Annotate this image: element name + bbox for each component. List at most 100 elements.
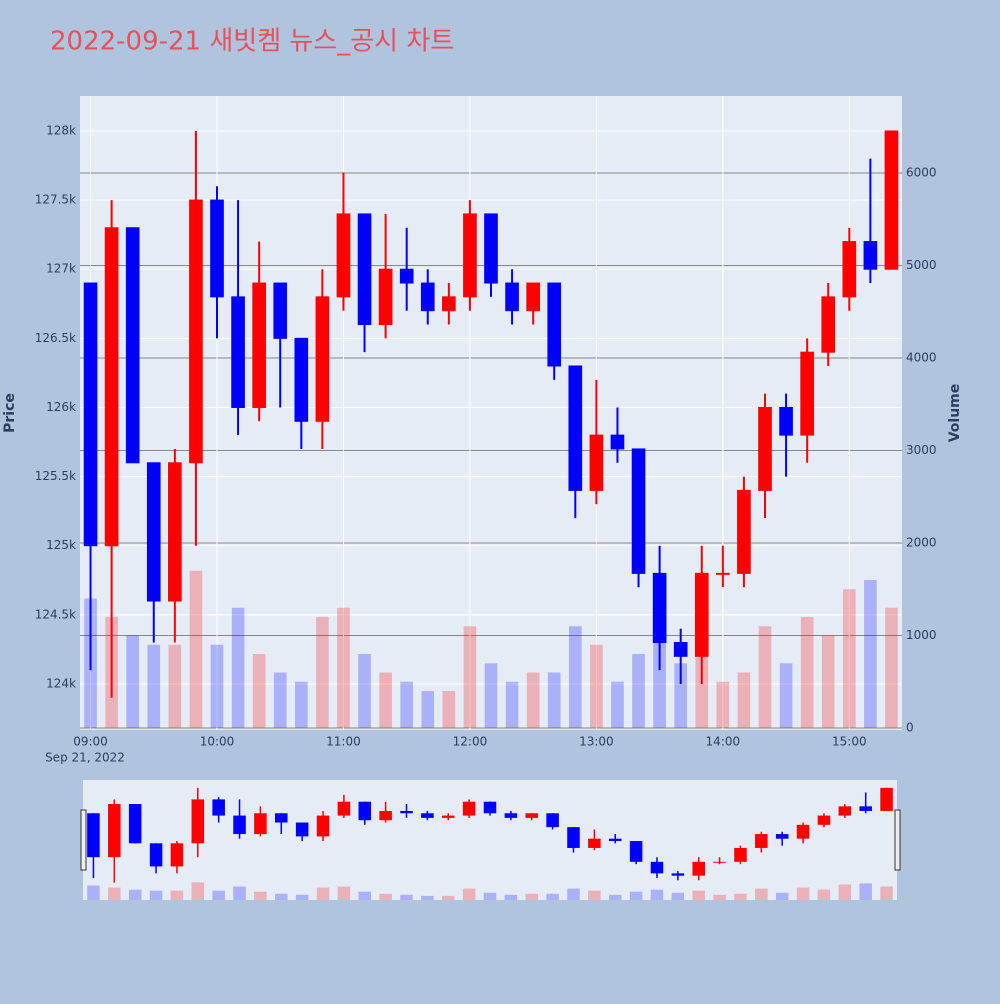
- slider-body: [316, 815, 330, 837]
- slider-body: [838, 806, 852, 816]
- candle-body: [631, 448, 646, 574]
- candle-body: [694, 572, 709, 657]
- candle-body: [83, 282, 98, 547]
- slider-volume-bar: [838, 884, 852, 900]
- y-tick-label: 125k: [46, 538, 76, 552]
- slider-volume-bar: [275, 893, 288, 900]
- slider-body: [817, 815, 831, 825]
- slider-body: [567, 827, 580, 848]
- volume-bar: [505, 681, 519, 728]
- chart-title: 2022-09-21 새빗켐 뉴스_공시 차트: [50, 27, 454, 57]
- slider-body: [421, 813, 434, 818]
- slider-body: [400, 810, 413, 814]
- slider-volume-bar: [692, 890, 705, 900]
- slider-body: [859, 806, 872, 811]
- slider-volume-bar: [671, 892, 685, 900]
- slider-body: [149, 843, 163, 867]
- y2-tick-label: 2000: [906, 535, 937, 549]
- slider-volume-bar: [170, 890, 184, 900]
- slider-body: [441, 815, 455, 818]
- slider-volume-bar: [817, 889, 831, 900]
- slider-body: [671, 873, 685, 876]
- y2-tick-label: 1000: [906, 628, 937, 642]
- candle-body: [315, 296, 330, 422]
- slider-volume-bar: [87, 885, 100, 900]
- slider-volume-bar: [233, 886, 246, 900]
- candle-body: [842, 241, 857, 298]
- y2-tick-label: 6000: [906, 165, 937, 179]
- y2-tick-label: 4000: [906, 350, 937, 364]
- candle-body: [758, 406, 772, 491]
- slider-body: [796, 824, 810, 839]
- volume-bar: [737, 672, 751, 728]
- slider-handle[interactable]: [80, 809, 87, 871]
- slider-body: [275, 813, 288, 823]
- x-tick-label: 14:00: [706, 735, 741, 749]
- volume-bar: [779, 663, 793, 728]
- x-tick-label: 15:00: [832, 735, 867, 749]
- slider-volume-bar: [755, 888, 768, 900]
- y-tick-label: 127.5k: [35, 193, 76, 207]
- slider-body: [629, 841, 643, 862]
- volume-bar: [463, 626, 477, 728]
- slider-body: [692, 861, 705, 876]
- candle-body: [547, 282, 562, 367]
- candle-body: [463, 213, 477, 298]
- candle-body: [252, 282, 266, 408]
- candle-body: [378, 268, 393, 326]
- volume-bar: [568, 626, 582, 728]
- slider-body: [775, 834, 789, 839]
- volume-bar: [126, 635, 140, 728]
- slider-volume-bar: [608, 894, 622, 900]
- volume-bar: [231, 607, 245, 728]
- slider-volume-bar: [525, 893, 539, 900]
- candle-body: [610, 434, 625, 450]
- x-tick-label: 11:00: [326, 735, 361, 749]
- slider-volume-bar: [734, 893, 747, 900]
- range-slider[interactable]: [83, 780, 897, 900]
- x-tick-label: 12:00: [453, 735, 488, 749]
- x-tick-label: 10:00: [200, 735, 235, 749]
- slider-volume-bar: [191, 882, 205, 900]
- slider-volume-bar: [796, 887, 810, 900]
- candle-body: [231, 296, 245, 408]
- candle-body: [273, 282, 288, 339]
- volume-bar: [758, 626, 772, 728]
- volume-bar: [611, 681, 624, 728]
- candle-body: [673, 641, 688, 657]
- slider-volume-bar: [316, 887, 330, 900]
- candle-body: [526, 282, 540, 312]
- candle-body: [189, 199, 203, 464]
- slider-volume-bar: [254, 891, 267, 900]
- candle-body: [716, 572, 730, 575]
- slider-body: [462, 801, 476, 816]
- slider-volume-bar: [567, 888, 580, 900]
- y-tick-label: 125.5k: [35, 469, 76, 483]
- volume-bar: [294, 681, 308, 728]
- slider-volume-bar: [483, 892, 497, 900]
- slider-body: [128, 804, 142, 844]
- candle-body: [800, 351, 814, 436]
- y-tick-label: 124k: [46, 676, 76, 690]
- volume-bar: [337, 607, 350, 728]
- slider-volume-bar: [629, 891, 643, 900]
- volume-bar: [358, 653, 371, 728]
- slider-volume-bar: [379, 893, 392, 900]
- slider-body: [734, 847, 747, 862]
- candle-body: [884, 130, 899, 270]
- slider-body: [504, 813, 518, 818]
- y2-axis-title: Volume: [947, 384, 963, 443]
- slider-body: [650, 861, 664, 874]
- candle-body: [737, 489, 751, 574]
- slider-handle[interactable]: [894, 809, 901, 871]
- slider-volume-bar: [713, 894, 726, 900]
- slider-volume-bar: [880, 886, 893, 900]
- x-tick-label: 13:00: [579, 735, 614, 749]
- y-tick-label: 127k: [46, 262, 76, 276]
- slider-body: [755, 834, 768, 848]
- slider-volume-bar: [337, 886, 351, 900]
- slider-body: [191, 799, 205, 844]
- slider-volume-bar: [358, 891, 372, 900]
- candle-body: [821, 296, 836, 353]
